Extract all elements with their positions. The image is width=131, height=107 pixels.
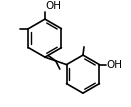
Text: OH: OH [106, 60, 122, 70]
Text: OH: OH [45, 1, 61, 11]
